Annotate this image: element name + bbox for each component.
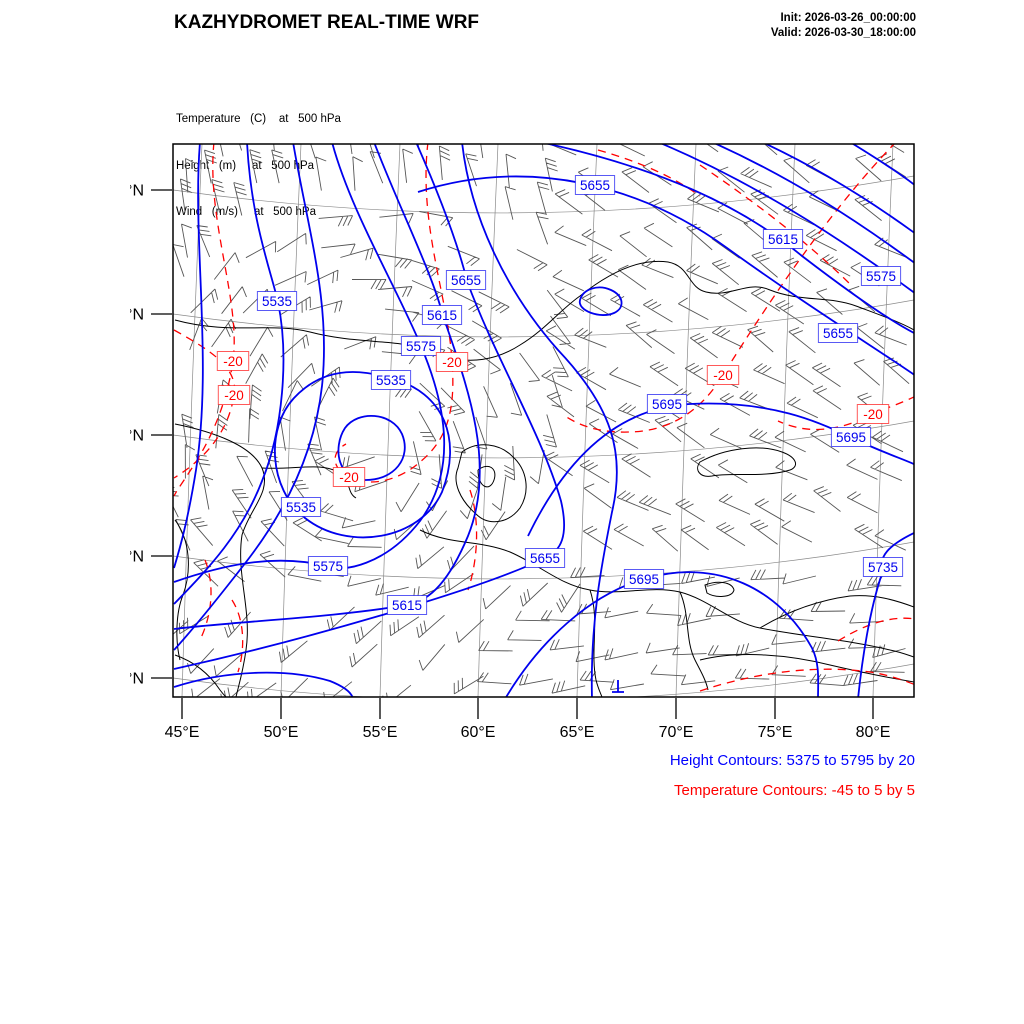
lat-tick-label: 40°N xyxy=(130,549,144,566)
height-contour-label-box xyxy=(860,266,902,286)
height-contour-label: 5575 xyxy=(866,269,896,284)
height-contours xyxy=(173,144,914,697)
lon-tick-label: 55°E xyxy=(363,724,398,738)
height-contour-label-box xyxy=(830,427,872,447)
lat-tick-label: 50°N xyxy=(130,307,144,324)
height-contour-label-box xyxy=(623,569,665,589)
height-contour-label-box xyxy=(646,394,688,414)
lat-tick-label: 55°N xyxy=(130,183,144,200)
height-contour-label-box xyxy=(280,497,322,517)
axis-ticks xyxy=(151,189,874,719)
height-contour-label-box xyxy=(817,323,859,343)
height-contour-label: 5615 xyxy=(427,308,457,323)
model-times: Init: 2026-03-26_00:00:00 Valid: 2026-03… xyxy=(771,11,916,41)
mountain-line-2 xyxy=(699,654,914,683)
temperature-contour-label: -20 xyxy=(339,470,359,485)
page-title: KAZHYDROMET REAL-TIME WRF xyxy=(174,12,480,33)
border-branch-2 xyxy=(679,591,709,691)
wind-barbs xyxy=(173,144,910,697)
height-contour-label-box xyxy=(574,175,616,195)
temperature-contour-label: -20 xyxy=(224,388,244,403)
temperature-contour-label-box xyxy=(216,351,250,371)
temperature-contour-label-box xyxy=(332,467,366,487)
height-contour-label: 5735 xyxy=(868,560,898,575)
temperature-contour-legend: Temperature Contours: -45 to 5 by 5 xyxy=(674,782,915,799)
height-contour-label: 5575 xyxy=(313,559,343,574)
height-contour-label: 5535 xyxy=(286,500,316,515)
temperature-contour-label-box xyxy=(217,385,251,405)
height-contour-label: 5695 xyxy=(652,397,682,412)
mountain-line-1 xyxy=(759,595,914,629)
height-contour-label: 5575 xyxy=(406,339,436,354)
temperature-contour-label: -20 xyxy=(713,368,733,383)
height-contour-label-box xyxy=(762,229,804,249)
temperature-contours xyxy=(173,144,914,692)
caspian-coastline xyxy=(174,423,266,697)
lake-balkhash xyxy=(697,447,797,477)
map-frame xyxy=(172,143,915,698)
height-contour-label-box xyxy=(370,370,412,390)
height-contour-label: 5615 xyxy=(392,598,422,613)
aral-sea-island xyxy=(477,465,496,488)
valid-time: Valid: 2026-03-30_18:00:00 xyxy=(770,27,916,39)
height-contour-label: 5615 xyxy=(768,232,798,247)
height-contour-label: 5535 xyxy=(262,294,292,309)
weather-map: 5655 5615 5575 5655 5535 5615 5655 5575 5535 5695… xyxy=(130,143,915,739)
temperature-contour-label: -20 xyxy=(863,407,883,422)
contour-labels: 5655 5615 5575 5655 5535 5615 5655 5575 5535 5695… xyxy=(216,175,904,615)
init-time: Init: 2026-03-26_00:00:00 xyxy=(780,12,916,24)
coastlines-and-borders xyxy=(174,260,914,697)
field-info-temperature: Temperature (C) at 500 hPa xyxy=(176,113,341,125)
lon-tick-label: 45°E xyxy=(165,724,200,738)
axis-labels: 55°N 50°N 45°N 40°N 35°N 45°E 50°E 55°E 60°E 65°E… xyxy=(130,183,890,739)
south-borders xyxy=(419,529,914,658)
aral-sea xyxy=(455,444,527,523)
height-contour-label-box xyxy=(524,548,566,568)
lon-tick-label: 50°E xyxy=(264,724,299,738)
lon-tick-label: 70°E xyxy=(659,724,694,738)
temperature-contour-label: -20 xyxy=(223,354,243,369)
height-contour-label: 5695 xyxy=(836,430,866,445)
height-contour-legend: Height Contours: 5375 to 5795 by 20 xyxy=(669,752,915,769)
height-contour-label-box xyxy=(400,336,442,356)
height-contour-label: 5535 xyxy=(376,373,406,388)
temperature-contour-label-box xyxy=(435,352,469,372)
height-contour-label-box xyxy=(421,305,463,325)
temperature-contour-label-box xyxy=(706,365,740,385)
height-contour-label: 5655 xyxy=(823,326,853,341)
lon-tick-label: 75°E xyxy=(758,724,793,738)
caucasus-coast xyxy=(174,654,227,697)
height-contour-label: 5655 xyxy=(580,178,610,193)
height-contour-label-box xyxy=(862,557,904,577)
temperature-contour-label: -20 xyxy=(442,355,462,370)
height-contour-label: 5695 xyxy=(629,572,659,587)
height-contour-label: 5655 xyxy=(530,551,560,566)
lon-tick-label: 80°E xyxy=(856,724,891,738)
lat-tick-label: 45°N xyxy=(130,428,144,445)
lake-issyk-kul xyxy=(704,581,735,597)
height-contour-label-box xyxy=(445,270,487,290)
height-contour-label-box xyxy=(307,556,349,576)
temperature-contour-label-box xyxy=(856,404,890,424)
lon-tick-label: 65°E xyxy=(560,724,595,738)
lat-tick-label: 35°N xyxy=(130,671,144,688)
height-contour-label: 5655 xyxy=(451,273,481,288)
height-contour-label-box xyxy=(386,595,428,615)
lon-tick-label: 60°E xyxy=(461,724,496,738)
border-branch-1 xyxy=(589,589,603,697)
height-contour-label-box xyxy=(256,291,298,311)
